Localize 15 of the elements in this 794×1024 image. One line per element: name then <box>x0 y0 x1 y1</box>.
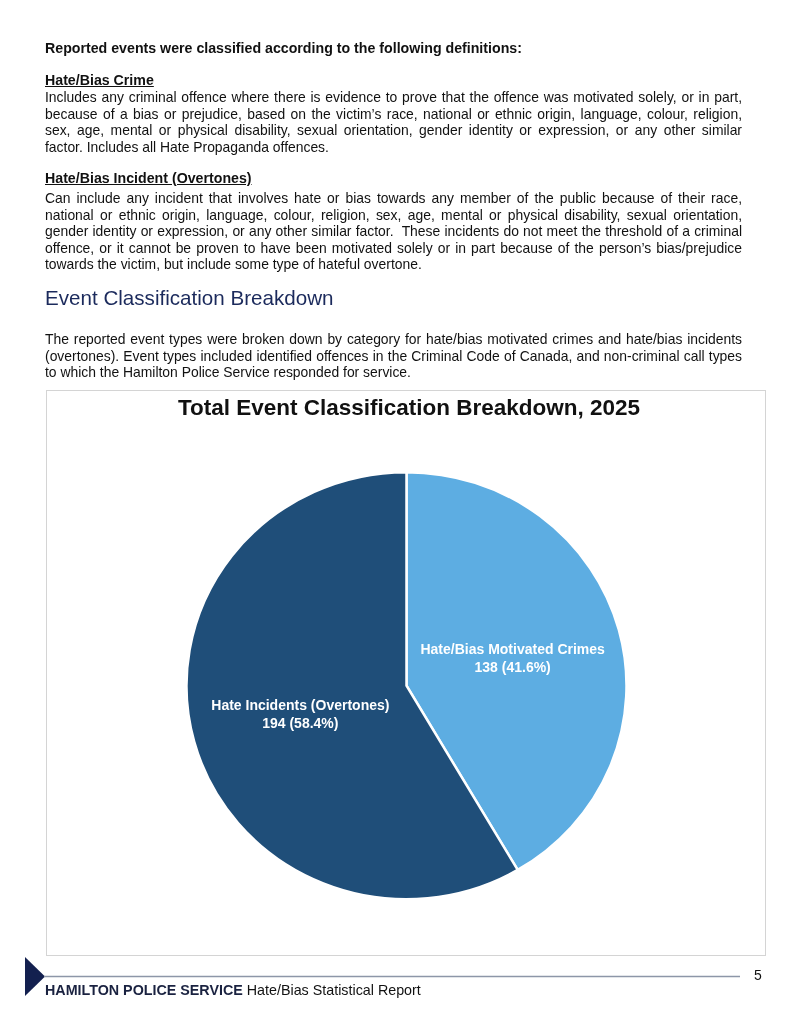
text: Reported events were classified according to the following definitions: <box>45 40 522 56</box>
text: Hate/Bias Incident (Overtones) <box>45 170 252 186</box>
text: The reported event types were broken down by category for hate/bias motivated crimes and hate/bias incidents (overtones). Event types included identified offences in the Criminal Code of Canada, and non-criminal call types to which the Hamilton Police Service responded for service. <box>45 331 743 380</box>
slice-label: Hate/Bias Motivated Crimes <box>420 640 606 657</box>
text: Hate/Bias Statistical Report <box>246 982 421 998</box>
text: HAMILTON POLICE SERVICE <box>45 982 243 998</box>
data-label: 138 (41.6%) <box>474 658 551 675</box>
text: Can include any incident that involves hate or bias towards any member of the public because of their race, national or ethnic origin, language, colour, religion, sex, age, mental or physical disability, sexual orientation, gender identity or expression, or any other similar factor. These incidents do not meet the threshold of a criminal offence, or it cannot be proven to have been motivated solely or in part because of the person’s bias/prejudice towards the victim, but include some type of hateful overtone. <box>45 190 743 272</box>
text: Includes any criminal offence where there is evidence to prove that the offence was motivated solely, or in part, because of a bias or prejudice, based on the victim’s race, national or ethnic origin, language, colour, religion, sex, age, mental or physical disability, sexual orientation, gender identity or expression, or any other similar factor. Includes all Hate Propaganda offences. <box>45 89 743 155</box>
text: Hate/Bias Crime <box>45 72 154 88</box>
text: 5 <box>754 967 762 983</box>
slice-label: Hate Incidents (Overtones) <box>211 696 390 713</box>
text: Event Classification Breakdown <box>45 286 334 309</box>
data-label: 194 (58.4%) <box>262 714 339 731</box>
chart-title: Total Event Classification Breakdown, 2025 <box>177 394 641 420</box>
